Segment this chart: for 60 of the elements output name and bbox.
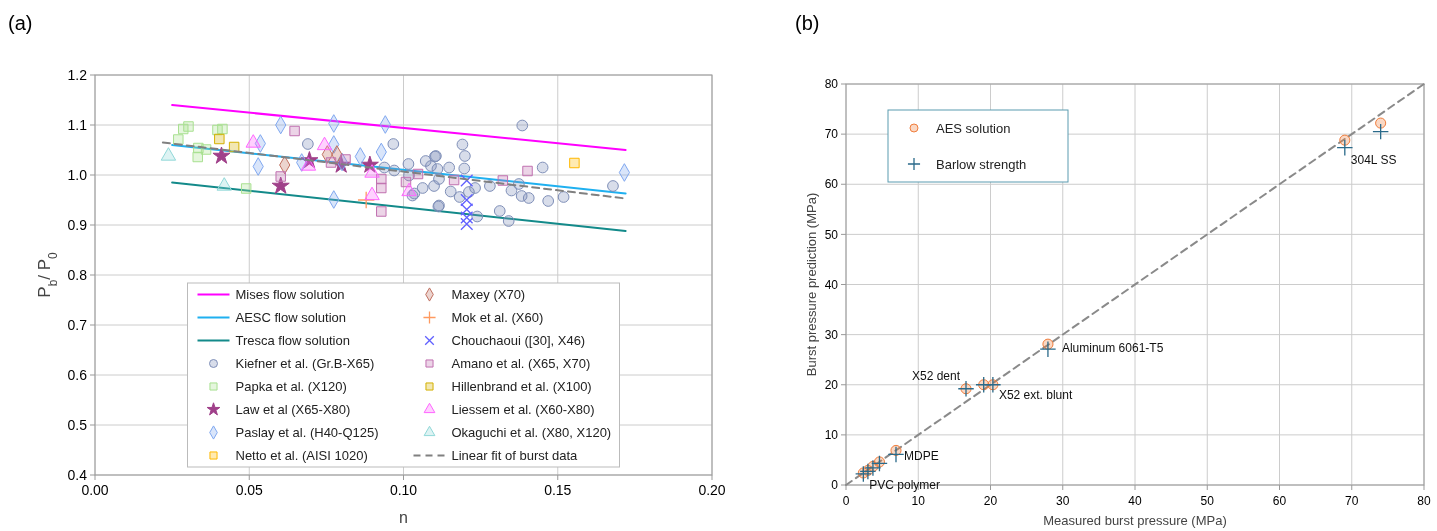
- annotation: 304L SS: [1350, 153, 1397, 168]
- x-tick-label: 20: [983, 494, 998, 508]
- legend-label: Maxey (X70): [451, 287, 526, 303]
- x-tick-label: 0.20: [698, 482, 726, 498]
- y-tick-label: 70: [824, 127, 839, 142]
- x-tick-label: 50: [1200, 494, 1215, 508]
- x-axis-title: Measured burst pressure (MPa): [1043, 513, 1227, 528]
- y-tick-label: 0.5: [67, 416, 88, 433]
- legend-label: Barlow strength: [936, 156, 1027, 172]
- x-axis-title: n: [399, 509, 408, 526]
- y-tick-label: 1.2: [67, 66, 88, 83]
- x-tick-label: 0.10: [389, 482, 418, 498]
- legend-label: Hillenbrand et al. (X100): [451, 379, 592, 395]
- x-tick-label: 0.15: [544, 482, 572, 498]
- x-tick-label: 0.00: [81, 482, 109, 498]
- annotation: PVC polymer: [869, 477, 941, 492]
- y-tick-label: 60: [824, 177, 839, 192]
- legend-label: Amano et al. (X65, X70): [451, 356, 591, 372]
- legend-label: Papka et al. (X120): [235, 379, 347, 395]
- x-tick-label: 40: [1128, 494, 1142, 508]
- y-tick-label: 50: [824, 227, 839, 242]
- x-tick-label: 30: [1056, 494, 1070, 508]
- y-tick-label: 30: [824, 327, 839, 342]
- y-tick-label: 1.0: [67, 166, 88, 183]
- y-tick-label: 0.7: [67, 316, 88, 333]
- annotation: X52 ext. blunt: [998, 387, 1073, 402]
- y-tick-label: 1.1: [67, 116, 88, 133]
- chart-title: (b): [795, 12, 820, 34]
- legend-label: AES solution: [936, 120, 1011, 136]
- x-tick-label: 70: [1345, 494, 1359, 508]
- legend-label: AESC flow solution: [235, 310, 347, 326]
- legend-label: Law et al (X65-X80): [235, 402, 351, 418]
- y-tick-label: 0.4: [67, 466, 88, 483]
- y-axis-title: Burst pressure prediction (MPa): [804, 192, 819, 377]
- x-tick-label: 60: [1272, 494, 1287, 508]
- legend-label: Chouchaoui ([30], X46): [451, 333, 586, 349]
- legend-label: Tresca flow solution: [235, 333, 350, 349]
- x-tick-label: 0.05: [235, 482, 264, 498]
- chart-title: (a): [8, 12, 33, 34]
- annotation: Aluminum 6061-T5: [1061, 341, 1164, 356]
- y-tick-label: 80: [824, 77, 839, 92]
- y-tick-label: 10: [824, 428, 839, 443]
- legend-label: Paslay et al. (H40-Q125): [235, 425, 379, 441]
- legend-label: Linear fit of burst data: [451, 448, 579, 464]
- y-tick-label: 0.6: [67, 366, 88, 383]
- legend-label: Netto et al. (AISI 1020): [235, 448, 368, 464]
- annotation: X52 dent: [911, 368, 961, 383]
- y-tick-label: 20: [824, 377, 839, 392]
- annotation: MDPE: [904, 449, 939, 464]
- legend-label: Mok et al. (X60): [451, 310, 544, 326]
- legend-label: Okaguchi et al. (X80, X120): [451, 425, 612, 441]
- x-tick-label: 10: [911, 494, 926, 508]
- legend-label: Mises flow solution: [235, 287, 345, 303]
- legend-label: Kiefner et al. (Gr.B-X65): [235, 356, 375, 372]
- y-tick-label: 0.9: [67, 216, 88, 233]
- x-tick-label: 0: [842, 494, 850, 508]
- legend-label: Liessem et al. (X60-X80): [451, 402, 595, 418]
- y-tick-label: 40: [824, 277, 839, 292]
- y-tick-label: 0.8: [67, 266, 88, 283]
- x-tick-label: 80: [1417, 494, 1431, 508]
